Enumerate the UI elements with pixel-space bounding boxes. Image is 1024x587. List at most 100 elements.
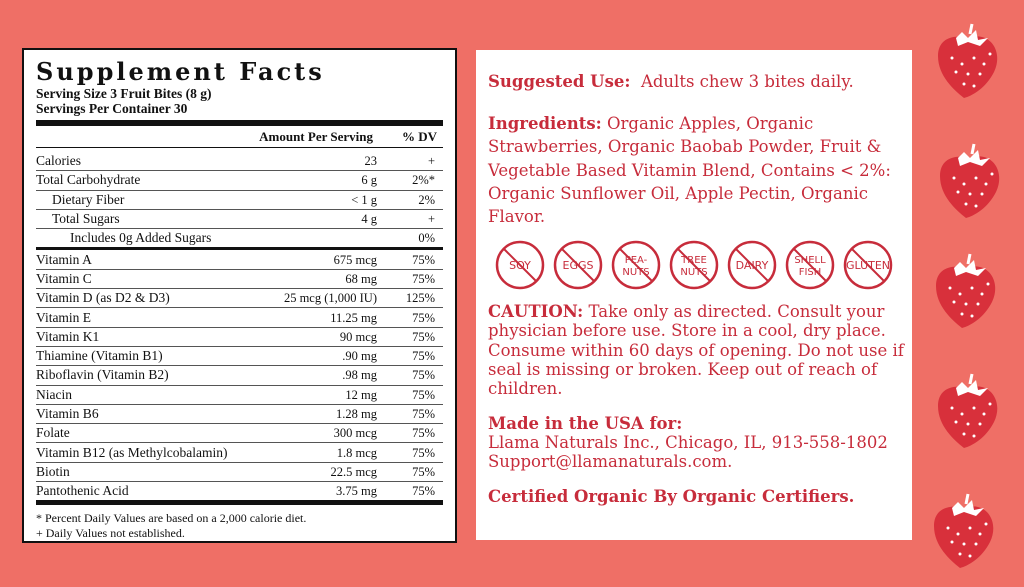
nutrient-name: Thiamine (Vitamin B1)	[36, 346, 264, 367]
allergen-badge: GLUTEN	[843, 240, 893, 290]
label: Made in the USA for:	[488, 414, 683, 433]
footnotes: * Percent Daily Values are based on a 2,…	[36, 511, 443, 541]
supplement-facts: Supplement Facts Serving Size 3 Fruit Bi…	[22, 48, 457, 543]
facts-row: Thiamine (Vitamin B1) .90 mg 75%	[36, 346, 443, 367]
amount: .98 mg	[263, 365, 393, 386]
daily-value: 75%	[393, 442, 443, 463]
amount: < 1 g	[263, 190, 393, 210]
badge-label: TREE	[680, 255, 707, 266]
nutrient-name: Biotin	[36, 462, 264, 483]
rule	[36, 120, 443, 126]
table-header: Amount Per Serving % DV	[36, 126, 443, 148]
nutrient-name: Pantothenic Acid	[36, 481, 264, 506]
amount: 6 g	[263, 170, 393, 191]
badge-slash	[851, 248, 885, 282]
label: Suggested Use:	[488, 72, 631, 91]
strawberries	[932, 22, 1001, 570]
badge-slash	[503, 248, 537, 282]
footnote: + Daily Values not established.	[36, 526, 185, 541]
facts-row: Biotin 22.5 mcg 75%	[36, 462, 443, 483]
address: Llama Naturals Inc., Chicago, IL, 913-55…	[488, 433, 888, 452]
made-in: Made in the USA for: Llama Naturals Inc.…	[488, 414, 906, 471]
daily-value: 125%	[393, 288, 443, 309]
daily-value: 75%	[393, 404, 443, 425]
label: Ingredients:	[488, 114, 602, 133]
nutrient-name: Vitamin B12 (as Methylcobalamin)	[36, 442, 264, 463]
daily-value: +	[393, 209, 443, 230]
badge-ring	[611, 240, 661, 290]
amount: 25 mcg (1,000 IU)	[263, 288, 393, 309]
amount: 4 g	[263, 209, 393, 230]
badge-slash	[793, 248, 827, 282]
certification: Certified Organic By Organic Certifiers.	[488, 487, 855, 506]
facts-row: Vitamin A 675 mcg 75%	[36, 248, 443, 270]
amount	[263, 228, 393, 251]
amount: .90 mg	[263, 346, 393, 367]
amount: 22.5 mcg	[263, 462, 393, 483]
allergen-badge: EGGS	[553, 240, 603, 290]
daily-value: 75%	[393, 248, 443, 270]
facts-title: Supplement Facts	[36, 57, 325, 86]
text: Take only as directed. Consult your phys…	[488, 302, 904, 399]
badge-label: FISH	[799, 267, 822, 278]
badge-ring	[553, 240, 603, 290]
text: Adults chew 3 bites daily.	[640, 72, 854, 91]
strawberry	[934, 252, 997, 330]
daily-value: 75%	[393, 385, 443, 405]
amount: 23	[263, 152, 393, 172]
badge-ring	[727, 240, 777, 290]
nutrient-name: Vitamin A	[36, 248, 264, 270]
allergen-badge: DAIRY	[727, 240, 777, 290]
badge-ring	[843, 240, 893, 290]
facts-row: Folate 300 mcg 75%	[36, 423, 443, 444]
daily-value: 75%	[393, 462, 443, 483]
badge-slash	[561, 248, 595, 282]
facts-row: Niacin 12 mg 75%	[36, 385, 443, 405]
servings-per-container: Servings Per Container 30	[36, 101, 188, 116]
badge-ring	[669, 240, 719, 290]
strawberry	[932, 492, 995, 570]
badge-label: NUTS	[622, 267, 649, 278]
strawberry	[936, 372, 999, 450]
nutrient-name: Vitamin D (as D2 & D3)	[36, 288, 264, 309]
badge-ring	[785, 240, 835, 290]
nutrient-name: Vitamin C	[36, 269, 264, 290]
badge-label: SHELL	[794, 255, 826, 266]
email: Support@llamanaturals.com.	[488, 452, 733, 471]
nutrient-name: Dietary Fiber	[36, 190, 264, 210]
facts-row: Vitamin K1 90 mcg 75%	[36, 327, 443, 347]
facts-row: Vitamin D (as D2 & D3) 25 mcg (1,000 IU) 1…	[36, 288, 443, 309]
daily-value: 75%	[393, 365, 443, 386]
badge-slash	[677, 248, 711, 282]
daily-value: 75%	[393, 307, 443, 328]
facts-row: Riboflavin (Vitamin B2) .98 mg 75%	[36, 365, 443, 386]
nutrient-name: Calories	[36, 152, 264, 172]
facts-row: Vitamin B6 1.28 mg 75%	[36, 404, 443, 425]
facts-row: Includes 0g Added Sugars 0%	[36, 228, 443, 251]
badge-ring	[495, 240, 545, 290]
amount: 300 mcg	[263, 423, 393, 444]
allergen-badge: SOY	[495, 240, 545, 290]
allergen-badge: PEA-NUTS	[611, 240, 661, 290]
facts-row: Calories 23 +	[36, 152, 443, 172]
daily-value: 75%	[393, 423, 443, 444]
nutrient-name: Folate	[36, 423, 264, 444]
dv-header: % DV	[401, 128, 437, 144]
daily-value: 2%*	[393, 170, 443, 191]
text: Organic Apples, Organic Strawberries, Or…	[488, 114, 891, 227]
facts-row: Total Carbohydrate 6 g 2%*	[36, 170, 443, 191]
daily-value: 2%	[393, 190, 443, 210]
daily-value: 75%	[393, 327, 443, 347]
badge-slash	[735, 248, 769, 282]
nutrient-name: Total Carbohydrate	[36, 170, 264, 191]
nutrient-name: Total Sugars	[36, 209, 264, 230]
info-panel: Suggested Use: Adults chew 3 bites daily…	[476, 50, 912, 540]
amount: 675 mcg	[263, 248, 393, 270]
facts-row: Vitamin B12 (as Methylcobalamin) 1.8 mcg 7…	[36, 442, 443, 463]
ingredients: Ingredients: Organic Apples, Organic Str…	[488, 112, 906, 228]
daily-value: 75%	[393, 481, 443, 506]
suggested-use: Suggested Use: Adults chew 3 bites daily…	[488, 70, 906, 93]
nutrient-name: Vitamin E	[36, 307, 264, 328]
